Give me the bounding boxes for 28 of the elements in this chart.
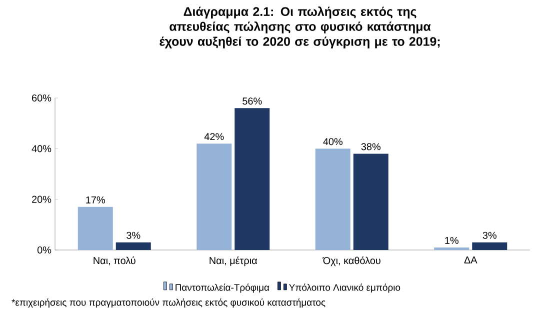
data-label: 3% bbox=[482, 232, 496, 239]
data-label: 40% bbox=[323, 138, 342, 146]
bar bbox=[315, 148, 350, 250]
y-tick-label: 20% bbox=[32, 196, 52, 203]
x-tick-label: Ναι, μέτρια bbox=[210, 256, 258, 266]
bar bbox=[196, 144, 232, 250]
data-label: 42% bbox=[204, 133, 224, 140]
data-label: 38% bbox=[361, 143, 380, 150]
y-tick-label: 40% bbox=[32, 145, 52, 152]
bar bbox=[234, 108, 270, 250]
x-tick-label: Όχι, καθόλου bbox=[322, 256, 380, 266]
bar bbox=[353, 154, 388, 250]
data-label: 1% bbox=[445, 236, 458, 244]
data-label: 56% bbox=[242, 98, 262, 105]
y-tick-label: 0% bbox=[37, 246, 52, 254]
bar bbox=[472, 242, 508, 250]
data-label: 17% bbox=[86, 196, 105, 204]
bar bbox=[116, 242, 151, 250]
chart-title: Διάγραμμα 2.1: Οι πωλήσεις εκτός της απευθείας πώλησης στο φυσικό κατάστημα έχουν αυξηθεί το 2020 σε σύγκριση με το 2019; bbox=[160, 6, 440, 48]
y-tick-label: 60% bbox=[32, 94, 52, 102]
data-label: 3% bbox=[126, 232, 140, 239]
legend-label: Παντοπωλεία-Τρόφιμα bbox=[176, 284, 270, 293]
legend-label: Υπόλοιπο Λιανικό εμπόριο bbox=[289, 284, 400, 293]
text: *επιχειρήσεις που πραγματοποιούν πωλήσεις εκτός φυσικού καταστήματος bbox=[12, 298, 326, 308]
x-tick-label: ΔΑ bbox=[464, 256, 478, 264]
bar bbox=[78, 206, 113, 250]
bar bbox=[434, 247, 470, 250]
x-tick-label: Ναι, πολύ bbox=[94, 256, 136, 266]
